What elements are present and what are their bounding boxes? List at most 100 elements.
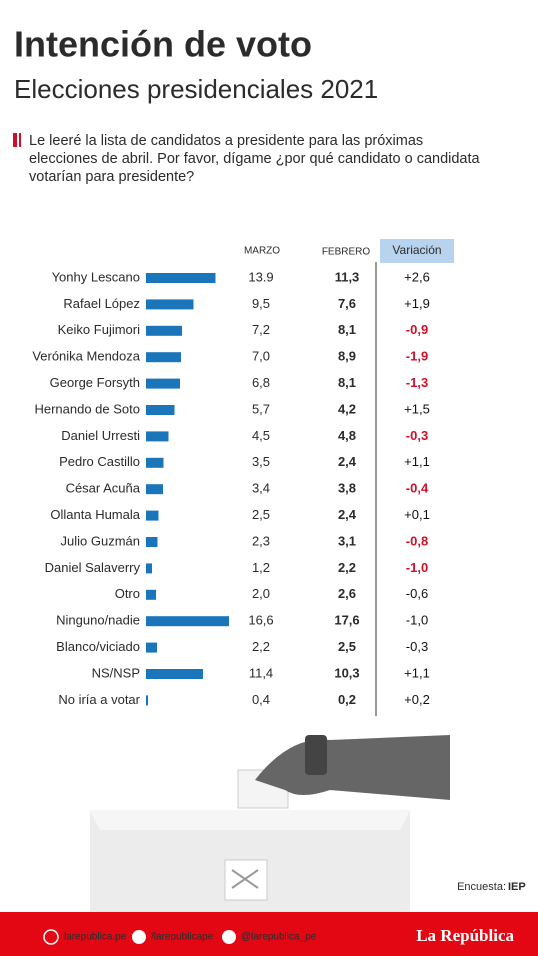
value-label: 4,5	[252, 428, 270, 443]
source-label: Encuesta:	[457, 881, 506, 893]
febrero-value: 2,4	[338, 507, 357, 522]
febrero-value: 3,1	[338, 533, 356, 548]
bar	[146, 510, 159, 521]
variacion-value: -0,9	[406, 322, 428, 337]
febrero-value: 4,2	[338, 401, 356, 416]
illustration	[90, 735, 450, 912]
febrero-value: 3,8	[338, 481, 356, 496]
febrero-value: 10,3	[334, 665, 359, 680]
subtitle: Elecciones presidenciales 2021	[14, 74, 378, 104]
category-label: Julio Guzmán	[61, 533, 140, 548]
source: IEP	[508, 881, 526, 893]
variacion-value: -1,9	[406, 349, 428, 364]
bar	[146, 273, 216, 283]
bar	[146, 669, 203, 679]
value-label: 13.9	[248, 269, 273, 284]
bar	[146, 616, 229, 627]
column-header: Variación	[392, 243, 441, 257]
question-line: Le leeré la lista de candidatos a presid…	[29, 133, 423, 149]
febrero-value: 0,2	[338, 692, 356, 707]
febrero-value: 8,9	[338, 349, 356, 364]
febrero-value: 4,8	[338, 428, 356, 443]
febrero-value: 17,6	[334, 613, 359, 628]
category-label: NS/NSP	[92, 665, 140, 680]
febrero-value: 7,6	[338, 296, 356, 311]
category-label: Blanco/viciado	[56, 639, 140, 654]
bar	[146, 431, 169, 442]
value-label: 0,4	[252, 692, 270, 707]
category-label: No iría a votar	[58, 692, 140, 707]
bar	[146, 457, 164, 468]
variacion-value: +1,1	[404, 665, 430, 680]
column-header: FEBRERO	[322, 247, 371, 258]
value-label: 5,7	[252, 401, 270, 416]
variacion-value: -1,3	[406, 375, 428, 390]
category-label: Ninguno/nadie	[56, 613, 140, 628]
value-label: 2,0	[252, 586, 270, 601]
footer-twitter: @larepublica_pe	[241, 932, 317, 943]
variacion-value: -0,6	[406, 586, 428, 601]
web-icon	[43, 929, 59, 945]
variacion-value: +1,9	[404, 296, 430, 311]
bar	[146, 563, 152, 574]
column-header: MARZO	[244, 246, 280, 257]
category-label: Keiko Fujimori	[58, 322, 140, 337]
value-label: 2,2	[252, 639, 270, 654]
bar	[146, 299, 194, 310]
bar	[146, 405, 175, 415]
category-label: Pedro Castillo	[59, 454, 140, 469]
value-label: 7,0	[252, 349, 270, 364]
twitter-icon	[222, 930, 236, 944]
category-label: César Acuña	[66, 481, 141, 496]
febrero-value: 8,1	[338, 322, 356, 337]
title: Intención de voto	[14, 24, 312, 65]
variacion-value: +1,5	[404, 401, 430, 416]
question-line: votarían para presidente?	[29, 169, 194, 185]
value-label: 2,3	[252, 533, 270, 548]
febrero-value: 2,2	[338, 560, 356, 575]
value-label: 11,4	[249, 665, 273, 680]
bar	[146, 695, 148, 706]
variacion-value: +2,6	[404, 269, 430, 284]
variacion-value: +0,1	[404, 507, 430, 522]
category-label: Daniel Urresti	[61, 428, 140, 443]
variacion-value: -1,0	[406, 613, 428, 628]
category-label: Yonhy Lescano	[52, 269, 140, 284]
footer-web: larepublica.pe	[64, 932, 127, 943]
variacion-value: -0,3	[406, 639, 428, 654]
footer-band	[0, 912, 538, 956]
value-label: 16,6	[248, 613, 273, 628]
value-label: 6,8	[252, 375, 270, 390]
febrero-value: 2,6	[338, 586, 356, 601]
bar	[146, 537, 158, 547]
variacion-value: +0,2	[404, 692, 430, 707]
category-label: George Forsyth	[50, 375, 140, 390]
accent	[19, 133, 21, 147]
category-label: Verónika Mendoza	[32, 349, 140, 364]
febrero-value: 8,1	[338, 375, 356, 390]
value-label: 3,4	[252, 481, 270, 496]
bar	[146, 325, 182, 336]
value-label: 9,5	[252, 296, 270, 311]
category-label: Daniel Salaverry	[45, 560, 141, 575]
febrero-value: 11,3	[335, 269, 360, 284]
footer-brand: La República	[416, 926, 514, 945]
febrero-value: 2,4	[338, 454, 357, 469]
value-label: 1,2	[252, 560, 270, 575]
category-label: Rafael López	[63, 296, 140, 311]
variacion-value: -0,4	[406, 481, 429, 496]
value-label: 3,5	[252, 454, 270, 469]
facebook-icon	[132, 930, 146, 944]
variacion-value: -0,3	[406, 428, 428, 443]
bar	[146, 378, 180, 389]
category-label: Hernando de Soto	[34, 401, 140, 416]
variacion-value: -1,0	[406, 560, 428, 575]
variacion-value: -0,8	[406, 533, 428, 548]
bar	[146, 352, 181, 363]
bar	[146, 589, 156, 600]
category-label: Ollanta Humala	[50, 507, 140, 522]
bar	[146, 484, 163, 495]
value-label: 2,5	[252, 507, 270, 522]
variacion-value: +1,1	[404, 454, 430, 469]
